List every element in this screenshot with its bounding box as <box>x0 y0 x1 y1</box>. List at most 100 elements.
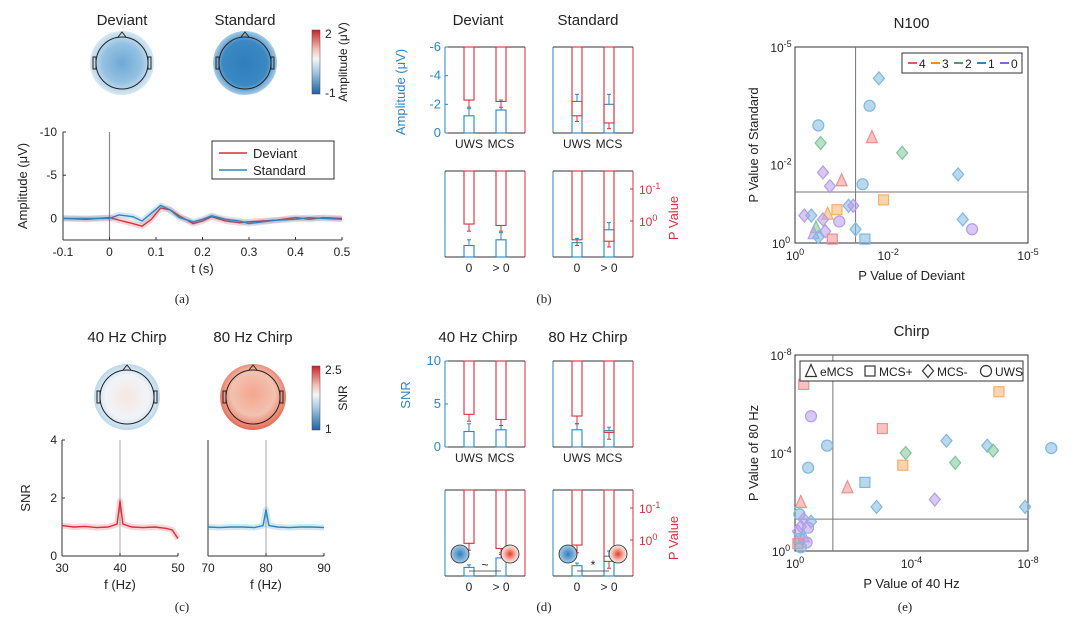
data-point <box>897 459 909 471</box>
x-tick-label: 10-8 <box>1017 555 1038 571</box>
data-point <box>816 165 830 180</box>
left-tick-label: 5 <box>434 396 441 411</box>
colorbar-snr <box>311 365 321 431</box>
panel-b-ylabel-right: P Value <box>666 196 681 240</box>
legend-label: MCS+ <box>879 365 913 379</box>
mini-topomap <box>450 544 470 564</box>
significance-mark: ~ <box>481 558 488 572</box>
right-tick-label: 10-1 <box>639 500 660 516</box>
bar-p-value-0 <box>463 46 475 101</box>
legend-label: 0 <box>1011 57 1018 71</box>
x-tick-label: MCS <box>596 137 623 151</box>
data-point <box>1045 442 1058 455</box>
bar-amplitude-1 <box>495 239 507 258</box>
x-tick-label: 0 <box>106 245 113 259</box>
x-tick-label: 100 <box>786 247 804 263</box>
bar-charts-d: UWS MCS 10 5 0 UWS MCS 0 > 0 ~0 > 0 * 10-1 100 <box>427 353 661 594</box>
bar-p-value-0 <box>571 46 583 117</box>
panel-b-ylabel-left: Amplitude (μV) <box>393 49 408 135</box>
x-tick-label: 0.1 <box>148 245 165 259</box>
mini-topomap <box>558 544 578 564</box>
colorbar-tick-max: 2 <box>325 27 332 41</box>
data-point <box>812 229 825 245</box>
y-tick-label: 10-8 <box>770 347 791 363</box>
data-point <box>816 212 830 227</box>
x-tick-label: 0.5 <box>334 245 351 259</box>
x-tick-label: > 0 <box>492 580 509 594</box>
legend-marker <box>804 363 818 378</box>
y-tick-label: 0 <box>50 549 57 563</box>
topomap-80hz <box>220 364 286 430</box>
x-tick-label: > 0 <box>492 261 509 275</box>
data-point <box>798 208 811 223</box>
topo-title-deviant: Deviant <box>97 12 149 29</box>
data-point <box>951 166 965 182</box>
topo-title-80hz: 80 Hz Chirp <box>213 329 292 346</box>
bar-snr-0 <box>463 566 475 577</box>
x-tick-label: 0 <box>466 580 473 594</box>
x-tick-label: 0.2 <box>194 245 211 259</box>
topo-title-standard: Standard <box>215 12 276 29</box>
legend-label: 2 <box>965 57 972 71</box>
x-tick-label: 50 <box>171 561 185 575</box>
y-tick-label: 100 <box>772 543 790 559</box>
mini-topomap <box>608 544 628 564</box>
series-band-standard <box>63 202 343 227</box>
data-point <box>820 439 834 452</box>
data-point <box>865 129 879 144</box>
x-tick-label: MCS <box>488 451 515 465</box>
x-tick-label: -0.1 <box>53 245 74 259</box>
left-tick-label: -6 <box>429 39 441 54</box>
x-tick-label: 40 <box>113 561 127 575</box>
x-axis-label: P Value of 40 Hz <box>863 576 959 591</box>
data-point <box>993 386 1005 398</box>
x-tick-label: 0.3 <box>241 245 258 259</box>
data-point <box>859 476 871 488</box>
y-tick-label: 10-4 <box>770 445 791 461</box>
mini-topomap <box>500 544 520 564</box>
bar-p-value-0 <box>571 360 583 417</box>
plot-frame <box>794 46 1029 244</box>
chart-title: N100 <box>894 15 930 32</box>
topomap-deviant <box>90 31 154 95</box>
x-axis-label: t (s) <box>191 261 213 276</box>
data-point <box>870 499 883 515</box>
data-point <box>794 494 808 509</box>
legend-label-standard: Standard <box>253 163 306 178</box>
snr-line <box>61 500 179 539</box>
bar-p-value-1 <box>495 170 507 227</box>
series-line-standard <box>63 204 343 225</box>
legend-label: MCS- <box>937 365 968 379</box>
y-axis-label: SNR <box>18 484 33 511</box>
x-tick-label: UWS <box>455 451 483 465</box>
x-tick-label: 70 <box>201 561 215 575</box>
panel-d-col-title-40hz: 40 Hz Chirp <box>438 329 517 346</box>
legend-label-deviant: Deviant <box>253 146 297 161</box>
x-axis-label: f (Hz) <box>104 577 136 592</box>
series-line-deviant <box>62 207 343 227</box>
panel-d-ylabel-right: P Value <box>666 516 681 560</box>
x-tick-label: 10-5 <box>1017 247 1038 263</box>
scatter-chirp: Chirp 100 10-4 10-8 10-8 10-4 100 P Value of 40… <box>746 323 1058 591</box>
bar-amplitude-0 <box>463 115 475 134</box>
significance-mark: * <box>591 558 596 572</box>
y-tick-label: 100 <box>772 235 790 251</box>
data-point <box>814 135 827 151</box>
bar-snr-0 <box>463 430 475 448</box>
panel-d-ylabel-left: SNR <box>398 381 413 408</box>
left-tick-label: 0 <box>434 125 441 140</box>
data-point <box>948 455 962 471</box>
bar-p-value-0 <box>463 170 475 225</box>
y-tick-label: 10-5 <box>770 39 791 55</box>
y-tick-label: 2 <box>50 491 57 505</box>
legend-marker <box>979 364 993 378</box>
bar-p-value-1 <box>603 170 615 242</box>
x-tick-label: 30 <box>55 561 69 575</box>
x-tick-label: UWS <box>563 451 591 465</box>
legend-box <box>799 360 1024 382</box>
x-tick-label: 0 <box>574 580 581 594</box>
legend-label: eMCS <box>820 365 853 379</box>
data-point <box>859 233 871 245</box>
data-point <box>877 194 890 206</box>
